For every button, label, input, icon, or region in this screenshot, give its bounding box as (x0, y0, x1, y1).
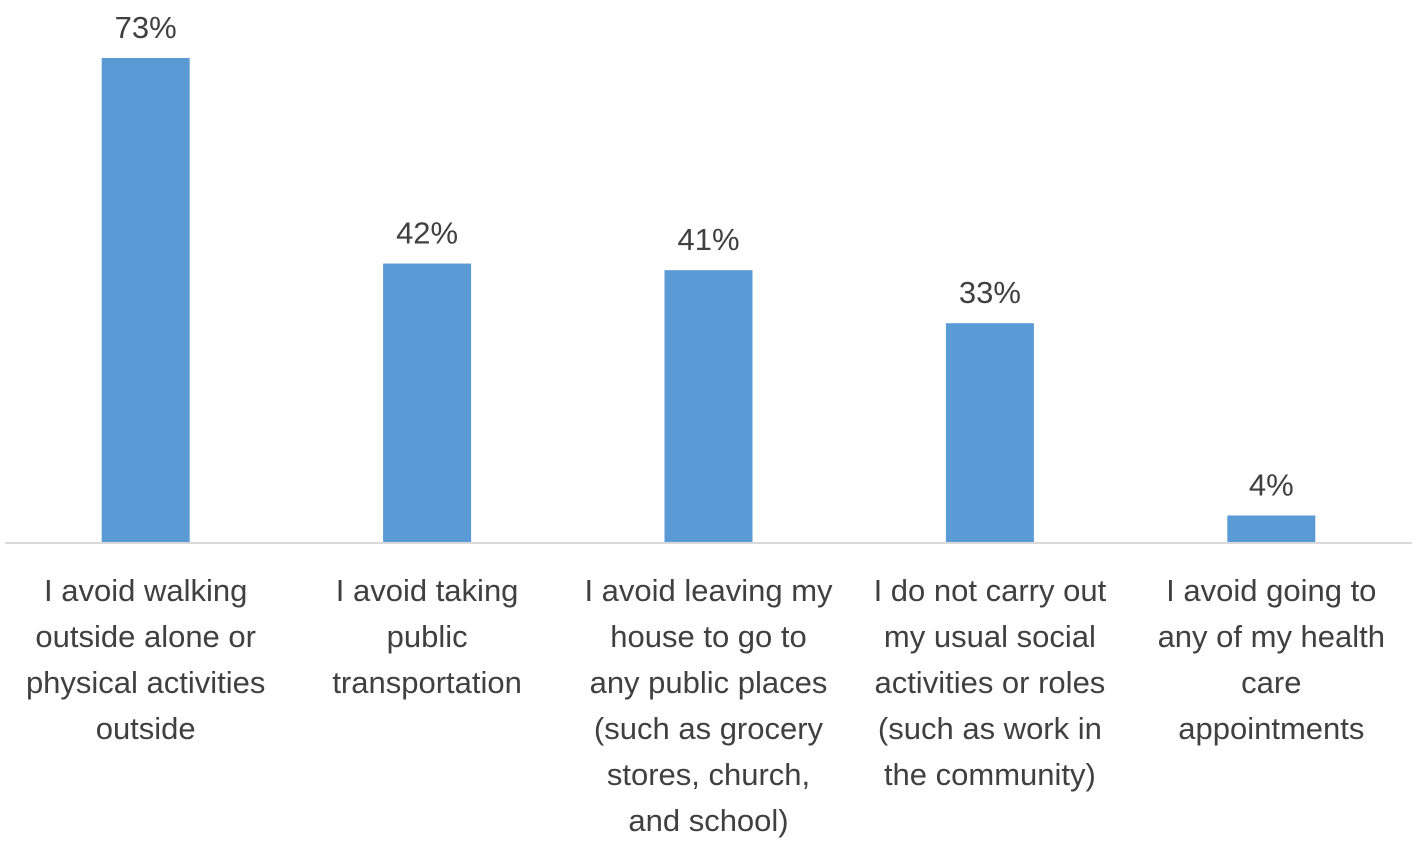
category-label-line: public (386, 619, 468, 654)
data-label-3: 41% (677, 222, 739, 257)
category-label-line: I avoid going to (1166, 573, 1377, 608)
category-label-line: and school) (628, 803, 789, 838)
bar-2 (383, 263, 472, 542)
bar-3 (664, 270, 753, 542)
bar-4 (945, 323, 1034, 542)
category-label-line: appointments (1178, 711, 1365, 746)
category-label-1: I avoid walking outside alone or physical … (6, 568, 286, 752)
category-label-line: I avoid taking (335, 573, 519, 608)
category-label-line: my usual social (883, 619, 1096, 654)
category-label-5: I avoid going to any of my health care appo… (1131, 568, 1411, 752)
bar-1 (101, 58, 190, 542)
category-label-4: I do not carry out my usual social activit… (850, 568, 1130, 798)
category-label-line: I avoid leaving my (584, 573, 833, 608)
category-label-line: any of my health (1157, 619, 1386, 654)
category-label-line: physical activities (25, 665, 266, 700)
category-label-line: house to go to (610, 619, 807, 654)
data-label-2: 42% (396, 216, 458, 251)
category-label-line: the community) (883, 757, 1096, 792)
value-labels-group: 73% 42% 41% 33% 4% (115, 10, 1294, 502)
data-label-4: 33% (959, 275, 1021, 310)
category-label-line: care (1241, 665, 1302, 700)
bar-5 (1227, 515, 1316, 542)
category-label-line: I do not carry out (873, 573, 1107, 608)
data-label-1: 73% (115, 10, 177, 45)
category-label-line: (such as work in (877, 711, 1102, 746)
category-label-line: transportation (332, 665, 522, 700)
category-label-line: outside alone or (35, 619, 256, 654)
data-label-5: 4% (1249, 467, 1294, 502)
category-label-line: stores, church, (606, 757, 811, 792)
category-label-line: outside (95, 711, 196, 746)
category-label-line: any public places (589, 665, 828, 700)
category-label-line: activities or roles (874, 665, 1106, 700)
bars-group (101, 58, 1316, 542)
category-label-line: (such as grocery (593, 711, 824, 746)
category-label-3: I avoid leaving my house to go to any publ… (569, 568, 849, 844)
category-label-2: I avoid taking public transportation (287, 568, 567, 706)
category-label-line: I avoid walking (44, 573, 248, 608)
